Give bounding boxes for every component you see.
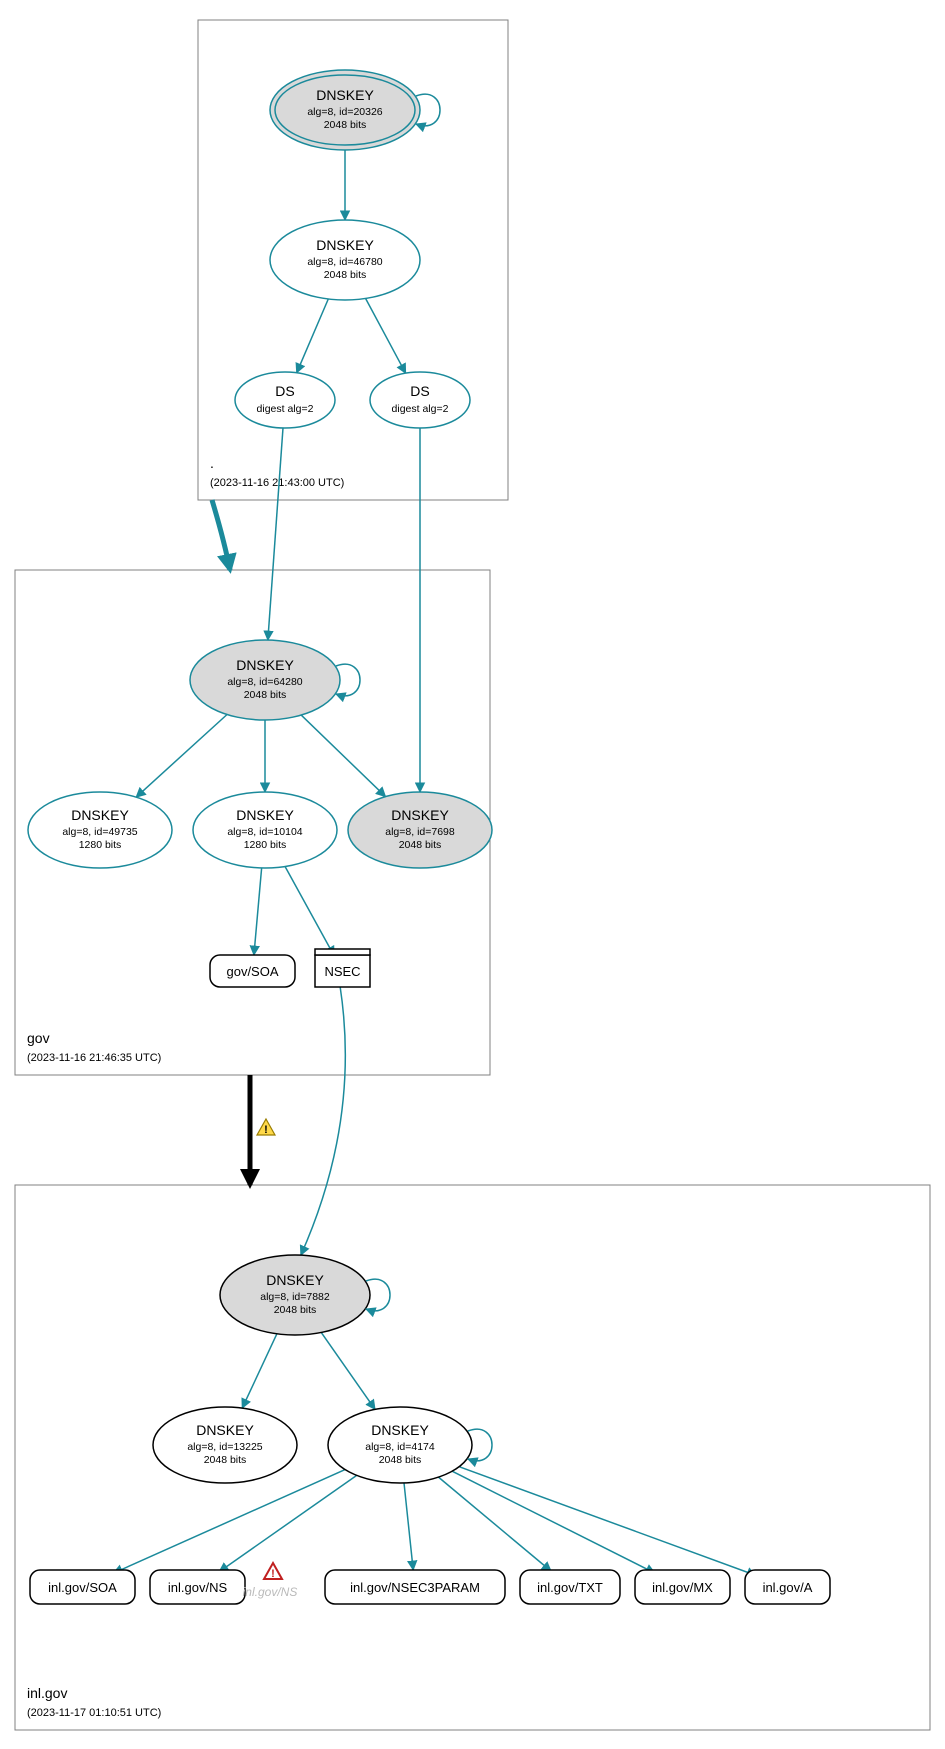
svg-text:alg=8, id=49735: alg=8, id=49735 bbox=[62, 826, 137, 838]
svg-text:DNSKEY: DNSKEY bbox=[316, 237, 374, 253]
svg-text:alg=8, id=46780: alg=8, id=46780 bbox=[307, 256, 382, 268]
svg-text:DNSKEY: DNSKEY bbox=[371, 1422, 429, 1438]
node-gov_soa[interactable]: gov/SOA bbox=[210, 955, 295, 987]
svg-text:NSEC: NSEC bbox=[324, 964, 360, 979]
node-gov_zsk1[interactable]: DNSKEY alg=8, id=497351280 bits bbox=[28, 792, 172, 868]
node-root_ksk[interactable]: DNSKEY alg=8, id=203262048 bits bbox=[270, 70, 440, 150]
node-inl_txt[interactable]: inl.gov/TXT bbox=[520, 1570, 620, 1604]
warning-icon: ! bbox=[257, 1119, 275, 1136]
svg-text:inl.gov/A: inl.gov/A bbox=[763, 1580, 813, 1595]
node-gov_ksk2[interactable]: DNSKEY alg=8, id=76982048 bits bbox=[348, 792, 492, 868]
svg-text:2048 bits: 2048 bits bbox=[204, 1454, 247, 1466]
node-inl_zsk1[interactable]: DNSKEY alg=8, id=132252048 bits bbox=[153, 1407, 297, 1483]
svg-text:1280 bits: 1280 bits bbox=[79, 839, 122, 851]
svg-text:alg=8, id=20326: alg=8, id=20326 bbox=[307, 106, 382, 118]
svg-text:alg=8, id=10104: alg=8, id=10104 bbox=[227, 826, 302, 838]
node-inl_a[interactable]: inl.gov/A bbox=[745, 1570, 830, 1604]
svg-text:inl.gov/NSEC3PARAM: inl.gov/NSEC3PARAM bbox=[350, 1580, 480, 1595]
svg-text:DNSKEY: DNSKEY bbox=[391, 807, 449, 823]
svg-text:DNSKEY: DNSKEY bbox=[71, 807, 129, 823]
node-inl_ksk[interactable]: DNSKEY alg=8, id=78822048 bits bbox=[220, 1255, 390, 1335]
node-inl_mx[interactable]: inl.gov/MX bbox=[635, 1570, 730, 1604]
node-inl_nsec3[interactable]: inl.gov/NSEC3PARAM bbox=[325, 1570, 505, 1604]
node-root_zsk[interactable]: DNSKEY alg=8, id=467802048 bits bbox=[270, 220, 420, 300]
zone-inl-timestamp: (2023-11-17 01:10:51 UTC) bbox=[27, 1707, 161, 1719]
svg-text:2048 bits: 2048 bits bbox=[399, 839, 442, 851]
svg-text:2048 bits: 2048 bits bbox=[324, 119, 367, 131]
nodes: DNSKEYalg=8, id=203262048 bitsDNSKEYalg=… bbox=[28, 70, 830, 1604]
svg-text:DNSKEY: DNSKEY bbox=[236, 807, 294, 823]
zone-inl: inl.gov (2023-11-17 01:10:51 UTC) bbox=[15, 1185, 930, 1730]
zone-gov-timestamp: (2023-11-16 21:46:35 UTC) bbox=[27, 1052, 161, 1064]
svg-text:alg=8, id=4174: alg=8, id=4174 bbox=[365, 1441, 435, 1453]
node-inl_ghost[interactable]: ! inl.gov/NS bbox=[243, 1563, 298, 1599]
zone-root-timestamp: (2023-11-16 21:43:00 UTC) bbox=[210, 477, 344, 489]
svg-text:digest alg=2: digest alg=2 bbox=[257, 403, 314, 415]
svg-text:DNSKEY: DNSKEY bbox=[196, 1422, 254, 1438]
svg-text:DNSKEY: DNSKEY bbox=[266, 1272, 324, 1288]
node-root_ds2[interactable]: DS digest alg=2 bbox=[370, 372, 470, 428]
svg-text:DNSKEY: DNSKEY bbox=[316, 87, 374, 103]
svg-text:inl.gov/TXT: inl.gov/TXT bbox=[537, 1580, 603, 1595]
delegation-edge bbox=[212, 500, 230, 570]
svg-text:alg=8, id=64280: alg=8, id=64280 bbox=[227, 676, 302, 688]
svg-text:2048 bits: 2048 bits bbox=[274, 1304, 317, 1316]
zone-inl-label: inl.gov bbox=[27, 1685, 67, 1701]
svg-text:gov/SOA: gov/SOA bbox=[226, 964, 278, 979]
svg-text:alg=8, id=7882: alg=8, id=7882 bbox=[260, 1291, 330, 1303]
svg-text:alg=8, id=7698: alg=8, id=7698 bbox=[385, 826, 455, 838]
svg-text:!: ! bbox=[264, 1124, 268, 1136]
node-inl_soa[interactable]: inl.gov/SOA bbox=[30, 1570, 135, 1604]
node-gov_ksk[interactable]: DNSKEY alg=8, id=642802048 bits bbox=[190, 640, 360, 720]
svg-text:digest alg=2: digest alg=2 bbox=[392, 403, 449, 415]
node-inl_ns[interactable]: inl.gov/NS bbox=[150, 1570, 245, 1604]
node-root_ds1[interactable]: DS digest alg=2 bbox=[235, 372, 335, 428]
node-inl_zsk2[interactable]: DNSKEY alg=8, id=41742048 bits bbox=[328, 1407, 492, 1483]
svg-text:inl.gov/NS: inl.gov/NS bbox=[168, 1580, 228, 1595]
zone-gov-label: gov bbox=[27, 1030, 50, 1046]
svg-text:inl.gov/SOA: inl.gov/SOA bbox=[48, 1580, 117, 1595]
svg-text:DS: DS bbox=[410, 383, 429, 399]
svg-text:1280 bits: 1280 bits bbox=[244, 839, 287, 851]
svg-text:alg=8, id=13225: alg=8, id=13225 bbox=[187, 1441, 262, 1453]
svg-text:inl.gov/MX: inl.gov/MX bbox=[652, 1580, 713, 1595]
svg-text:DS: DS bbox=[275, 383, 294, 399]
node-gov_nsec[interactable]: NSEC bbox=[315, 949, 370, 987]
zone-root-label: . bbox=[210, 455, 214, 471]
svg-text:DNSKEY: DNSKEY bbox=[236, 657, 294, 673]
node-gov_zsk2[interactable]: DNSKEY alg=8, id=101041280 bits bbox=[193, 792, 337, 868]
svg-text:2048 bits: 2048 bits bbox=[244, 689, 287, 701]
svg-text:2048 bits: 2048 bits bbox=[379, 1454, 422, 1466]
ghost-label: inl.gov/NS bbox=[243, 1585, 298, 1599]
svg-text:!: ! bbox=[271, 1568, 275, 1580]
svg-text:2048 bits: 2048 bits bbox=[324, 269, 367, 281]
